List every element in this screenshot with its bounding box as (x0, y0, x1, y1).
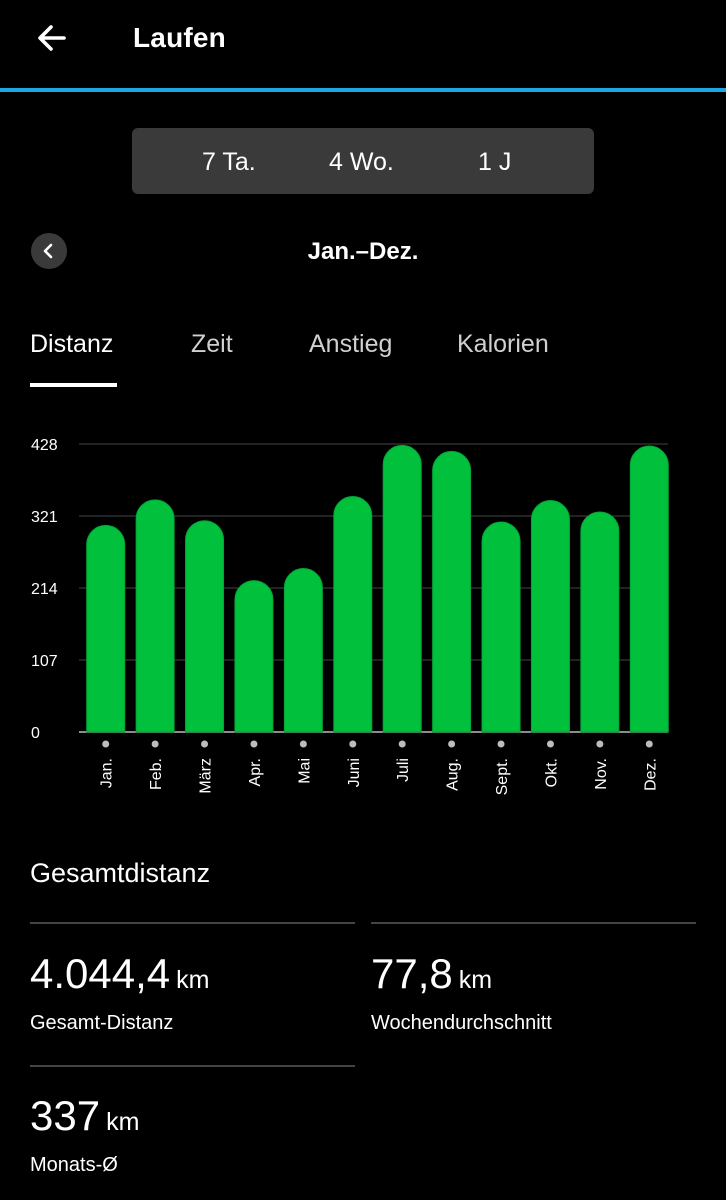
summary-title: Gesamtdistanz (30, 858, 211, 888)
x-tick-dot (398, 740, 406, 748)
range-option-4-weeks[interactable]: 4 Wo. (329, 148, 394, 176)
range-option-7-days[interactable]: 7 Ta. (202, 148, 256, 176)
x-tick-label: Okt. (543, 758, 560, 787)
divider (371, 922, 696, 924)
x-tick-label: Apr. (247, 758, 264, 786)
bar[interactable] (86, 525, 126, 733)
bar[interactable] (580, 511, 620, 733)
total-distance-stat: 4.044,4 km Gesamt-Distanz (30, 950, 210, 1034)
x-tick-dot (448, 740, 456, 748)
x-tick-label: Jan. (99, 758, 116, 788)
range-selector: 7 Ta. 4 Wo. 1 J (132, 128, 594, 194)
x-tick-label: Nov. (593, 758, 610, 790)
bar[interactable] (135, 499, 175, 733)
x-tick-dot (596, 740, 604, 748)
active-tab-indicator (30, 383, 117, 387)
x-tick-dot (250, 740, 258, 748)
page-title: Laufen (133, 22, 226, 53)
total-distance-label: Gesamt-Distanz (30, 1012, 174, 1034)
bar[interactable] (382, 444, 422, 733)
x-tick-dot (151, 740, 159, 748)
chevron-left-icon (43, 243, 53, 259)
range-option-1-year[interactable]: 1 J (478, 148, 512, 176)
y-tick-label: 321 (31, 509, 58, 526)
bar[interactable] (333, 496, 373, 733)
total-distance-unit: km (176, 966, 210, 994)
y-tick-label: 107 (31, 653, 58, 670)
x-tick-dot (102, 740, 110, 748)
x-tick-dot (645, 740, 653, 748)
bar[interactable] (185, 520, 225, 733)
distance-bar-chart: 0 107 214 321 428 Jan. Feb. März Apr. Mai Juni Jul… (31, 437, 669, 795)
x-tick-dot (546, 740, 554, 748)
x-tick-label: Mai (296, 758, 313, 784)
y-tick-label: 0 (31, 725, 40, 742)
monthly-average-label: Monats-Ø (30, 1154, 118, 1176)
monthly-average-value: 337 (30, 1092, 101, 1139)
monthly-average-unit: km (106, 1108, 140, 1136)
x-tick-dot (299, 740, 307, 748)
x-tick-dot (201, 740, 209, 748)
tab-anstieg[interactable]: Anstieg (309, 330, 393, 358)
period-label: Jan.–Dez. (307, 238, 419, 265)
divider (30, 922, 355, 924)
tab-zeit[interactable]: Zeit (191, 330, 233, 358)
bar[interactable] (530, 500, 570, 733)
arrow-left-icon[interactable] (34, 20, 70, 56)
divider (30, 1065, 355, 1067)
total-distance-value: 4.044,4 (30, 950, 171, 997)
x-tick-label: Feb. (148, 758, 165, 790)
weekly-average-stat: 77,8 km Wochendurchschnitt (371, 950, 552, 1034)
app-bar: Laufen (0, 0, 726, 88)
x-tick-label: Dez. (642, 758, 659, 791)
monthly-average-stat: 337 km Monats-Ø (30, 1092, 140, 1176)
x-tick-label: Sept. (494, 758, 511, 795)
previous-period-button[interactable] (31, 233, 67, 269)
tab-distanz[interactable]: Distanz (30, 330, 114, 358)
weekly-average-label: Wochendurchschnitt (371, 1012, 552, 1034)
x-tick-dot (349, 740, 357, 748)
x-tick-label: März (198, 758, 215, 794)
x-tick-dot (497, 740, 505, 748)
tab-kalorien[interactable]: Kalorien (457, 330, 549, 358)
bar[interactable] (283, 568, 323, 733)
x-tick-label: Juli (395, 758, 412, 782)
y-tick-label: 428 (31, 437, 58, 454)
weekly-average-unit: km (458, 966, 493, 994)
weekly-average-value: 77,8 (371, 950, 453, 997)
bar[interactable] (481, 521, 521, 733)
y-tick-label: 214 (31, 581, 58, 598)
bar[interactable] (629, 445, 669, 733)
app-bar-accent-line (0, 88, 726, 92)
bar[interactable] (234, 580, 274, 733)
x-tick-label: Aug. (445, 758, 462, 791)
x-tick-label: Juni (346, 758, 363, 787)
bar[interactable] (432, 450, 472, 733)
metric-tabs: Distanz Zeit Anstieg Kalorien (0, 330, 726, 390)
